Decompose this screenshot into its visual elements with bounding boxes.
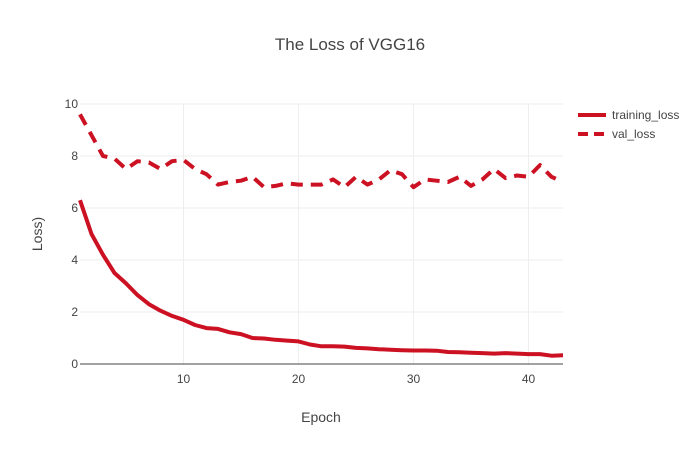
y-tick-label: 10 [65, 97, 79, 111]
chart-title: The Loss of VGG16 [275, 35, 425, 54]
y-tick-label: 2 [71, 305, 78, 319]
series-lines [78, 113, 564, 358]
legend-label-training-loss: training_loss [612, 108, 679, 122]
x-tick-label: 30 [407, 372, 421, 386]
x-axis-title: Epoch [301, 409, 341, 425]
x-tick-label: 40 [522, 372, 536, 386]
series-line-training-loss[interactable] [78, 199, 564, 358]
legend[interactable]: training_loss val_loss [578, 108, 679, 141]
x-tick-label: 20 [292, 372, 306, 386]
legend-label-val-loss: val_loss [612, 127, 655, 141]
legend-item-training-loss[interactable]: training_loss [578, 108, 679, 122]
y-axis-title: Loss) [29, 217, 45, 251]
gridlines [80, 103, 563, 365]
legend-item-val-loss[interactable]: val_loss [578, 127, 655, 141]
y-tick-label: 8 [71, 149, 78, 163]
tick-labels: 0 2 4 6 8 10 10 20 30 40 [65, 97, 536, 386]
y-tick-label: 6 [71, 201, 78, 215]
series-line-val-loss[interactable] [78, 113, 564, 190]
x-tick-label: 10 [177, 372, 191, 386]
y-tick-label: 0 [71, 357, 78, 371]
y-tick-label: 4 [71, 253, 78, 267]
